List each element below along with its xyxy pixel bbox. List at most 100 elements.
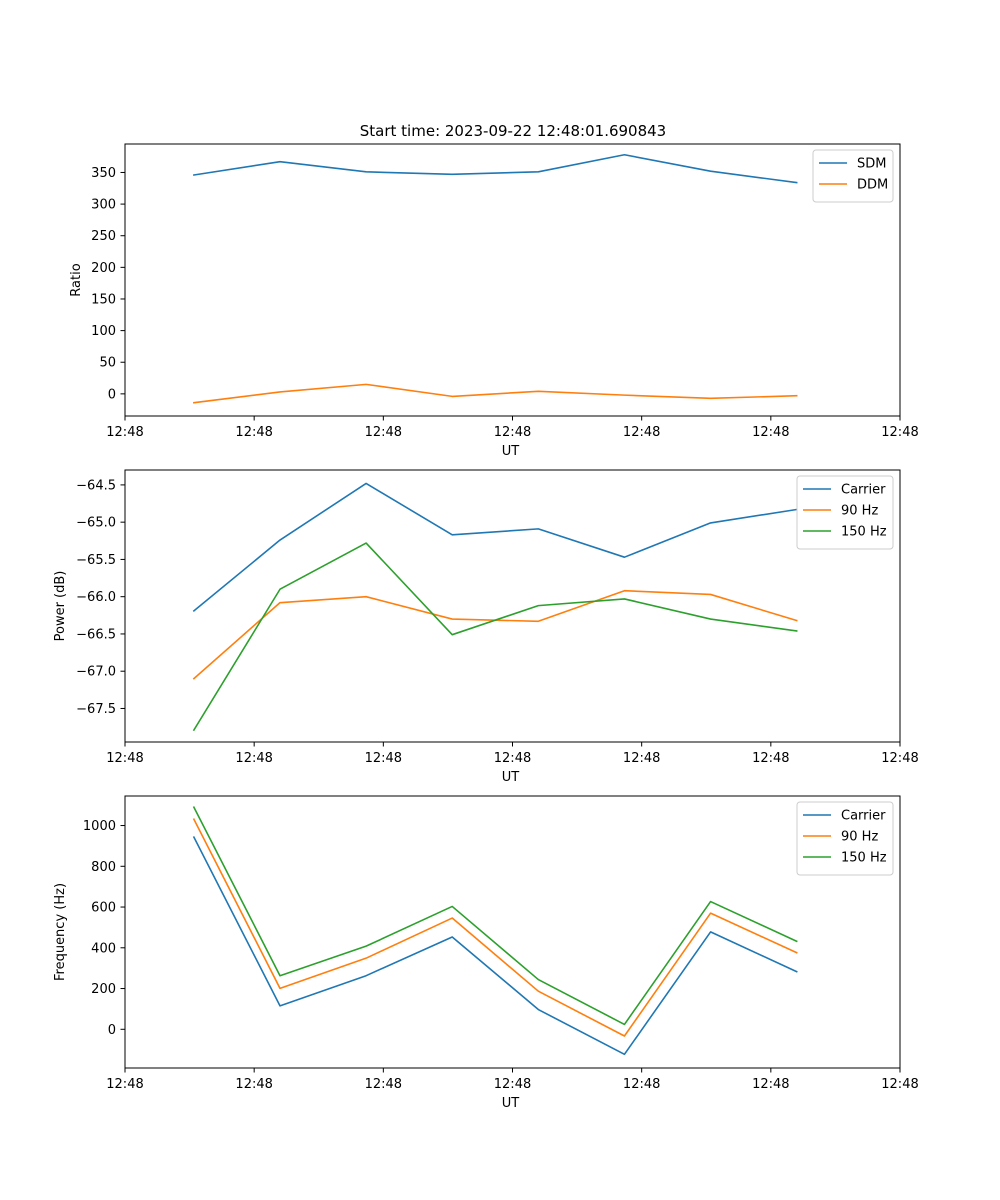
y-tick-label: 1000 [83, 819, 116, 834]
data-point [451, 618, 453, 620]
data-point [624, 1035, 626, 1037]
data-point [796, 630, 798, 632]
x-tick-label: 12:48 [494, 1077, 531, 1092]
x-tick-label: 12:48 [106, 751, 143, 766]
y-tick-label: 200 [91, 261, 116, 276]
y-tick-label: −67.0 [76, 665, 116, 680]
data-point [624, 1053, 626, 1055]
x-tick-label: 12:48 [494, 425, 531, 440]
x-tick-label: 12:48 [494, 751, 531, 766]
data-point [710, 618, 712, 620]
x-tick-label: 12:48 [106, 1077, 143, 1092]
x-axis-label: UT [502, 1096, 520, 1111]
x-tick-label: 12:48 [365, 751, 402, 766]
data-point [365, 171, 367, 173]
data-point [451, 917, 453, 919]
data-point [796, 620, 798, 622]
x-tick-label: 12:48 [752, 425, 789, 440]
y-tick-label: 800 [91, 860, 116, 875]
y-tick-label: 100 [91, 324, 116, 339]
data-point [537, 528, 539, 530]
data-point [624, 590, 626, 592]
y-axis-label: Ratio [69, 263, 84, 296]
y-tick-label: 150 [91, 292, 116, 307]
data-point [451, 936, 453, 938]
data-point [451, 173, 453, 175]
data-point [279, 161, 281, 163]
data-point [710, 931, 712, 933]
data-point [796, 182, 798, 184]
data-point [710, 901, 712, 903]
y-tick-label: 50 [99, 356, 116, 371]
data-point [279, 602, 281, 604]
y-tick-label: 350 [91, 166, 116, 181]
data-point [451, 906, 453, 908]
x-tick-label: 12:48 [235, 425, 272, 440]
figure-title: Start time: 2023-09-22 12:48:01.690843 [360, 122, 666, 140]
data-point [537, 979, 539, 981]
data-point [537, 1009, 539, 1011]
data-point [365, 483, 367, 485]
data-point [193, 610, 195, 612]
data-point [710, 594, 712, 596]
legend-label: 150 Hz [841, 525, 887, 540]
y-tick-label: −65.5 [76, 553, 116, 568]
series-line-150-hz [192, 806, 798, 1026]
y-tick-label: 0 [108, 387, 116, 402]
data-point [710, 522, 712, 524]
data-point [193, 806, 195, 808]
series-line-carrier [192, 482, 798, 612]
legend-label: 90 Hz [841, 830, 878, 845]
legend: SDM DDM [812, 149, 894, 203]
legend-label: 90 Hz [841, 504, 878, 519]
series-line-150-hz [192, 542, 798, 732]
x-tick-label: 12:48 [623, 751, 660, 766]
data-point [279, 1005, 281, 1007]
legend-label: Carrier [841, 809, 886, 824]
series-line-ddm [192, 383, 798, 404]
data-point [624, 556, 626, 558]
x-tick-label: 12:48 [365, 425, 402, 440]
subplot-3: 12:48 12:48 12:48 12:48 12:48 12:48 12:48 0 200 4… [53, 795, 919, 1111]
x-tick-label: 12:48 [235, 1077, 272, 1092]
data-point [537, 605, 539, 607]
data-point [279, 539, 281, 541]
data-point [796, 952, 798, 954]
y-tick-label: 250 [91, 229, 116, 244]
x-tick-label: 12:48 [106, 425, 143, 440]
data-point [365, 957, 367, 959]
data-point [279, 987, 281, 989]
data-point [624, 1024, 626, 1026]
data-point [537, 990, 539, 992]
data-point [279, 975, 281, 977]
data-point [537, 390, 539, 392]
legend-label: SDM [857, 157, 886, 172]
y-tick-label: 400 [91, 941, 116, 956]
data-point [537, 620, 539, 622]
x-tick-label: 12:48 [623, 1077, 660, 1092]
data-point [279, 588, 281, 590]
data-point [796, 971, 798, 973]
data-point [193, 174, 195, 176]
x-axis-label: UT [502, 770, 520, 785]
y-tick-label: −66.5 [76, 627, 116, 642]
x-tick-label: 12:48 [365, 1077, 402, 1092]
subplot-2: 12:48 12:48 12:48 12:48 12:48 12:48 12:48 −67.5… [53, 469, 919, 785]
y-tick-label: 0 [108, 1023, 116, 1038]
legend-label: Carrier [841, 483, 886, 498]
x-tick-label: 12:48 [881, 751, 918, 766]
x-tick-label: 12:48 [752, 751, 789, 766]
data-point [365, 542, 367, 544]
data-point [710, 170, 712, 172]
y-tick-label: −65.0 [76, 516, 116, 531]
data-point [624, 394, 626, 396]
y-tick-label: 300 [91, 198, 116, 213]
legend: Carrier 90 Hz 150 Hz [796, 801, 894, 876]
y-axis-label: Power (dB) [53, 571, 68, 642]
legend-label: 150 Hz [841, 851, 887, 866]
data-point [451, 634, 453, 636]
data-point [710, 397, 712, 399]
subplot-1: 12:48 12:48 12:48 12:48 12:48 12:48 12:48 0 50 10… [69, 143, 919, 459]
x-tick-label: 12:48 [881, 1077, 918, 1092]
